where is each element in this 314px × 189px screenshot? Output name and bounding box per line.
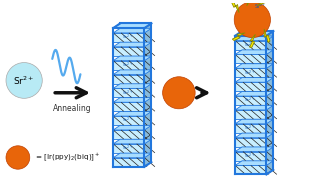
Polygon shape (113, 70, 151, 74)
Text: Sr$^{2+}$: Sr$^{2+}$ (122, 60, 133, 70)
Polygon shape (264, 29, 270, 43)
Polygon shape (235, 124, 266, 133)
Polygon shape (113, 33, 144, 42)
Polygon shape (235, 133, 273, 138)
Text: Sr$^{2+}$: Sr$^{2+}$ (122, 88, 133, 98)
Polygon shape (113, 116, 144, 125)
Polygon shape (235, 161, 273, 165)
Polygon shape (113, 23, 151, 28)
Text: Sr$^{2+}$: Sr$^{2+}$ (243, 96, 255, 105)
Polygon shape (235, 64, 273, 68)
Polygon shape (113, 125, 151, 130)
Text: Sr$^{2+}$: Sr$^{2+}$ (14, 74, 35, 87)
Text: Sr$^{2+}$: Sr$^{2+}$ (122, 144, 133, 153)
Circle shape (6, 146, 30, 169)
Polygon shape (113, 84, 151, 88)
Text: Sr$^{2+}$: Sr$^{2+}$ (122, 33, 133, 42)
Circle shape (234, 2, 270, 38)
Polygon shape (235, 105, 273, 110)
Polygon shape (113, 153, 151, 158)
Polygon shape (235, 50, 273, 54)
Polygon shape (235, 119, 273, 124)
Text: = [Ir(ppy)$_2$(biq)]$^+$: = [Ir(ppy)$_2$(biq)]$^+$ (35, 152, 100, 163)
Circle shape (6, 63, 42, 98)
Polygon shape (113, 144, 144, 153)
Polygon shape (113, 56, 151, 61)
Text: Sr$^{2+}$: Sr$^{2+}$ (243, 151, 255, 161)
Polygon shape (250, 34, 255, 47)
Text: Sr$^{2+}$: Sr$^{2+}$ (254, 1, 266, 11)
Polygon shape (235, 152, 266, 161)
Polygon shape (235, 110, 266, 119)
Text: Sr$^{2+}$: Sr$^{2+}$ (243, 40, 255, 50)
Polygon shape (257, 0, 269, 6)
Polygon shape (113, 28, 151, 33)
Text: Sr$^{2+}$: Sr$^{2+}$ (122, 116, 133, 125)
Polygon shape (235, 78, 273, 82)
Polygon shape (235, 91, 273, 96)
Polygon shape (235, 54, 266, 64)
Polygon shape (246, 0, 251, 6)
Polygon shape (113, 158, 144, 167)
Polygon shape (113, 42, 151, 47)
Polygon shape (235, 41, 266, 50)
Text: Sr$^{2+}$: Sr$^{2+}$ (243, 124, 255, 133)
Polygon shape (231, 0, 239, 13)
Polygon shape (113, 98, 151, 102)
Polygon shape (235, 96, 266, 105)
Polygon shape (235, 138, 266, 147)
Polygon shape (235, 31, 273, 36)
Polygon shape (113, 139, 151, 144)
Polygon shape (113, 112, 151, 116)
Text: Sr$^{2+}$: Sr$^{2+}$ (243, 68, 255, 77)
Polygon shape (113, 47, 144, 56)
Polygon shape (113, 130, 144, 139)
Text: Annealing: Annealing (53, 105, 92, 113)
Polygon shape (235, 165, 266, 174)
Polygon shape (113, 88, 144, 97)
Polygon shape (113, 102, 144, 111)
Polygon shape (235, 82, 266, 91)
Polygon shape (235, 68, 266, 77)
Polygon shape (232, 33, 245, 40)
Polygon shape (266, 31, 273, 174)
Polygon shape (144, 23, 151, 167)
Polygon shape (235, 147, 273, 152)
Polygon shape (113, 61, 144, 70)
Circle shape (163, 77, 195, 109)
Polygon shape (235, 36, 273, 41)
Polygon shape (113, 74, 144, 84)
